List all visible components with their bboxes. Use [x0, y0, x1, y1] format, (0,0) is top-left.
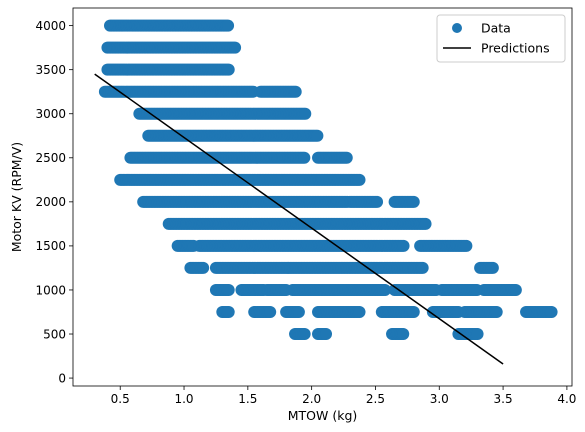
predictions-line	[94, 73, 504, 365]
x-tick-label: 1.5	[238, 392, 257, 406]
legend-marker-data	[452, 23, 462, 33]
legend-box	[436, 14, 566, 63]
data-point	[264, 305, 277, 318]
data-point	[509, 283, 522, 296]
data-point	[340, 151, 353, 164]
x-axis-ticks: 0.5 1.0 1.5 2.0 2.5 3.0 3.5 4.0	[111, 386, 576, 406]
y-tick-label: 1000	[35, 283, 66, 297]
data-point	[289, 85, 302, 98]
data-point	[292, 305, 305, 318]
legend-label-data: Data	[481, 21, 511, 36]
y-tick-label: 3500	[35, 63, 66, 77]
x-tick-label: 4.0	[557, 392, 576, 406]
legend: Data Predictions	[436, 14, 566, 63]
y-tick-label: 4000	[35, 19, 66, 33]
legend-label-predictions: Predictions	[481, 41, 550, 56]
data-point	[490, 305, 503, 318]
data-point	[222, 63, 235, 76]
y-tick-label: 0	[58, 371, 66, 385]
y-axis-label: Motor KV (RPM/V)	[9, 142, 24, 252]
data-point	[407, 305, 420, 318]
data-point	[229, 41, 242, 54]
data-point	[419, 217, 432, 230]
data-points	[98, 19, 558, 341]
x-tick-label: 2.5	[366, 392, 385, 406]
data-point	[407, 195, 420, 208]
data-point	[197, 261, 210, 274]
x-axis-label: MTOW (kg)	[288, 408, 358, 423]
data-point	[397, 328, 410, 341]
data-point	[222, 283, 235, 296]
data-point	[460, 239, 473, 252]
data-point	[486, 261, 499, 274]
x-tick-label: 3.5	[494, 392, 513, 406]
data-point	[545, 305, 558, 318]
data-point	[298, 151, 311, 164]
y-axis-ticks: 0 500 1000 1500 2000 2500 3000 3500 4000	[35, 19, 73, 385]
data-point	[353, 173, 366, 186]
data-point	[353, 305, 366, 318]
data-point	[320, 328, 333, 341]
x-tick-label: 0.5	[111, 392, 130, 406]
data-point	[299, 107, 312, 120]
y-tick-label: 3000	[35, 107, 66, 121]
y-tick-label: 500	[43, 327, 66, 341]
predictions-line-group	[94, 73, 504, 365]
y-tick-label: 1500	[35, 239, 66, 253]
data-point	[222, 19, 235, 32]
plot-area-frame	[72, 7, 573, 387]
x-tick-label: 3.0	[430, 392, 449, 406]
data-point	[471, 328, 484, 341]
data-point	[379, 283, 392, 296]
data-point	[397, 239, 410, 252]
y-tick-label: 2000	[35, 195, 66, 209]
data-point	[416, 261, 429, 274]
data-point	[371, 195, 384, 208]
data-point	[298, 328, 311, 341]
x-tick-label: 1.0	[174, 392, 193, 406]
y-tick-label: 2500	[35, 151, 66, 165]
data-point	[311, 129, 324, 142]
data-point	[222, 305, 235, 318]
x-tick-label: 2.0	[302, 392, 321, 406]
